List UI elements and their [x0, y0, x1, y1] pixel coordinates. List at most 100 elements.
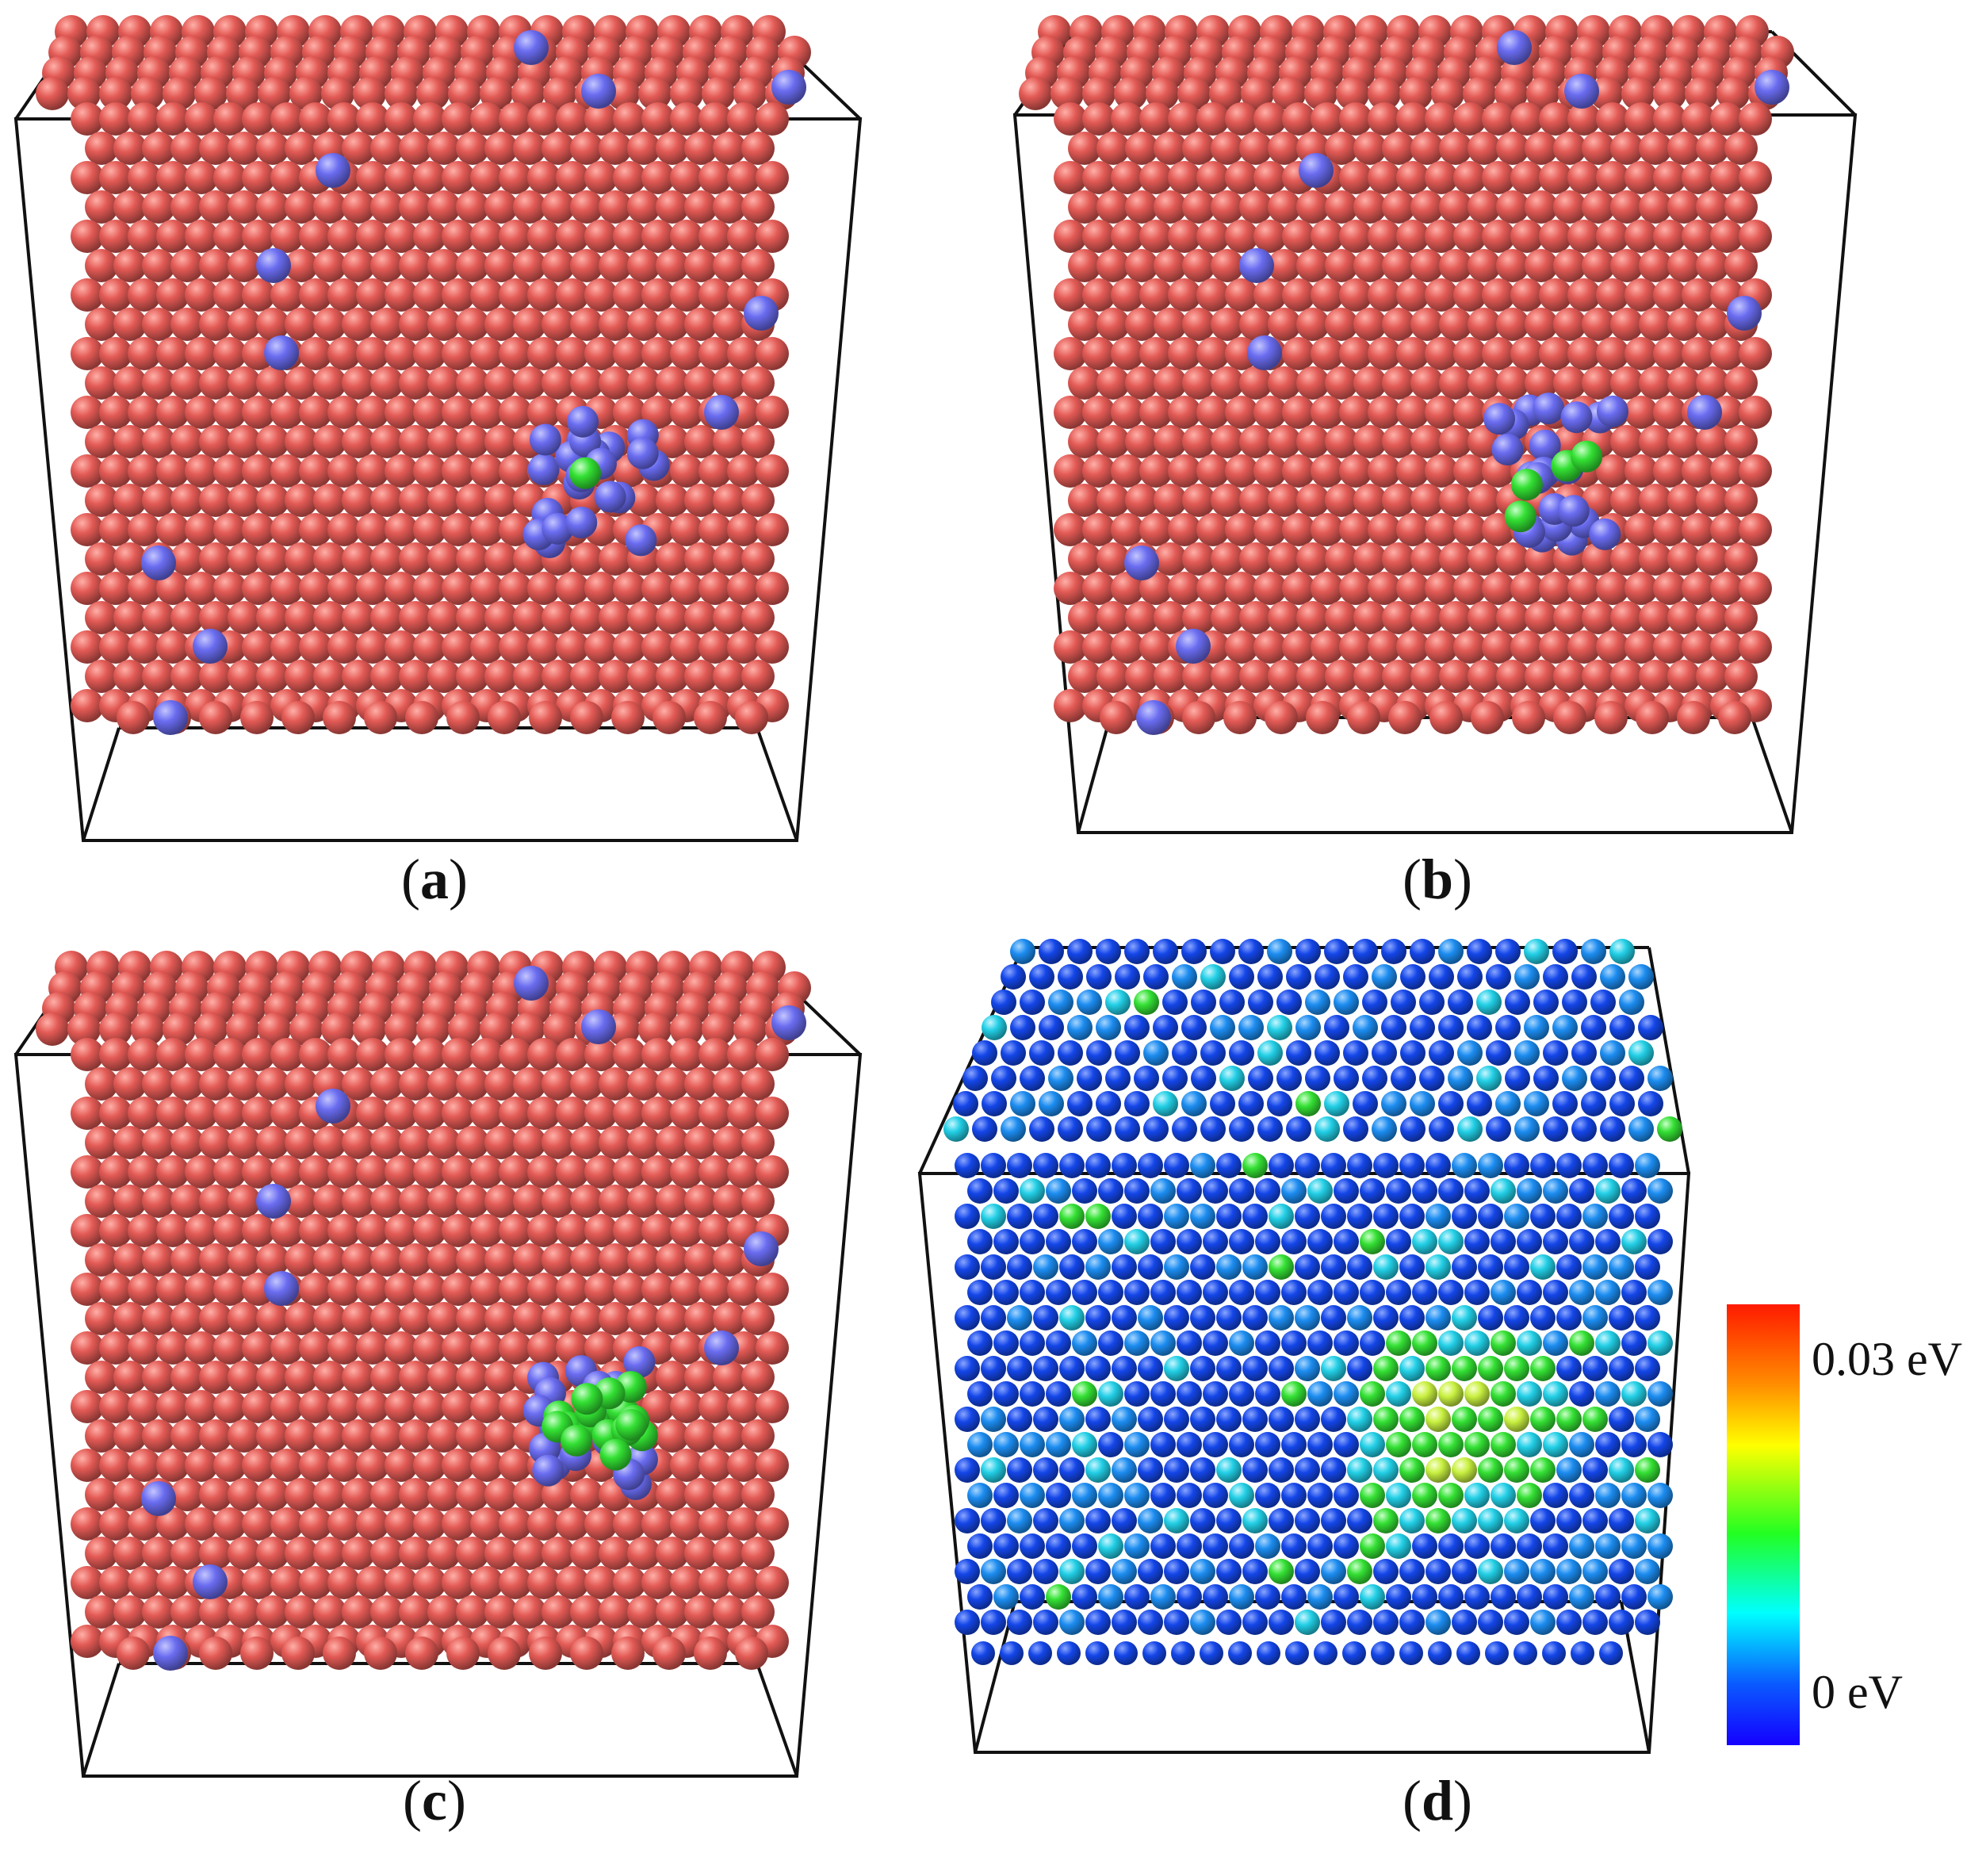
atom [656, 1067, 689, 1101]
atom [1216, 1356, 1242, 1381]
atom [713, 542, 746, 576]
atom [1696, 190, 1729, 224]
atom [1082, 77, 1116, 110]
atom [1569, 1280, 1594, 1305]
atom [1007, 1153, 1032, 1178]
atom [652, 701, 686, 734]
atom [1621, 1483, 1647, 1508]
solute-atom [1497, 30, 1532, 65]
atom [156, 1566, 189, 1599]
atom [99, 1273, 132, 1306]
atom [1272, 77, 1306, 110]
atom [456, 1478, 489, 1511]
atom [1054, 220, 1087, 253]
atom [627, 1126, 660, 1159]
atom [1010, 1091, 1035, 1116]
atom [470, 630, 503, 664]
atom [1448, 990, 1473, 1015]
atom [1468, 308, 1501, 341]
atom [656, 132, 689, 165]
atom [1196, 161, 1230, 194]
atom [299, 337, 332, 370]
atom [1439, 366, 1472, 400]
atom [1610, 660, 1644, 693]
cluster-green-atom [615, 1408, 648, 1441]
atom [1619, 990, 1644, 1015]
atom [1567, 102, 1601, 136]
atom [442, 454, 475, 488]
atom [1412, 1584, 1437, 1610]
atom [170, 1419, 204, 1453]
atom [228, 1478, 261, 1511]
atom [356, 1155, 389, 1189]
solute-atom [514, 30, 549, 65]
atom [1368, 572, 1401, 605]
atom [1517, 1533, 1542, 1559]
atom [1139, 337, 1173, 370]
atom [99, 1507, 132, 1541]
atom [413, 337, 446, 370]
atom [656, 1243, 689, 1277]
atom [684, 249, 718, 282]
atom [1268, 601, 1301, 634]
atom [1478, 1508, 1503, 1533]
atom [741, 366, 775, 400]
atom [1239, 190, 1272, 224]
atom [226, 77, 259, 110]
atom [613, 1038, 646, 1071]
atom [142, 190, 175, 224]
atom [627, 308, 660, 341]
atom [1609, 1508, 1634, 1533]
atom [413, 220, 446, 253]
atom [1525, 601, 1558, 634]
solute-atom [1755, 70, 1789, 105]
atom [543, 1013, 576, 1046]
atom [1482, 278, 1515, 312]
atom [1321, 1610, 1346, 1635]
atom [142, 601, 175, 634]
atom [1020, 1483, 1045, 1508]
atom [323, 701, 356, 734]
atom [327, 396, 361, 429]
atom [71, 102, 104, 136]
atom [470, 1449, 503, 1482]
atom [470, 1038, 503, 1071]
atom [541, 1185, 575, 1218]
atom [1353, 425, 1387, 458]
atom [1438, 1015, 1464, 1040]
atom [1153, 1015, 1178, 1040]
atom [1105, 990, 1131, 1015]
solute-atom [704, 1330, 739, 1365]
atom [281, 1637, 315, 1670]
atom [1530, 1356, 1556, 1381]
atom [1595, 1381, 1621, 1407]
atom [1347, 1204, 1372, 1229]
atom [1386, 1533, 1411, 1559]
atom [413, 102, 446, 136]
atom [1054, 102, 1087, 136]
atom [972, 1040, 997, 1066]
atom [1033, 1457, 1058, 1483]
atom [356, 513, 389, 546]
atom [399, 601, 432, 634]
atom [1567, 161, 1601, 194]
atom [1594, 701, 1628, 734]
atom [446, 701, 480, 734]
atom [1139, 572, 1173, 605]
atom [1082, 337, 1116, 370]
atom [1353, 1091, 1378, 1116]
atom [1639, 484, 1672, 517]
atom [1311, 337, 1344, 370]
atom [1210, 1015, 1235, 1040]
atom [1219, 1066, 1245, 1091]
atom [1124, 1178, 1150, 1204]
atom [727, 454, 760, 488]
atom [1068, 601, 1101, 634]
atom [1085, 1610, 1111, 1635]
atom [698, 630, 732, 664]
atom [1139, 220, 1173, 253]
atom [442, 1214, 475, 1247]
atom [756, 161, 789, 194]
atom [1311, 454, 1344, 488]
atom [499, 278, 532, 312]
